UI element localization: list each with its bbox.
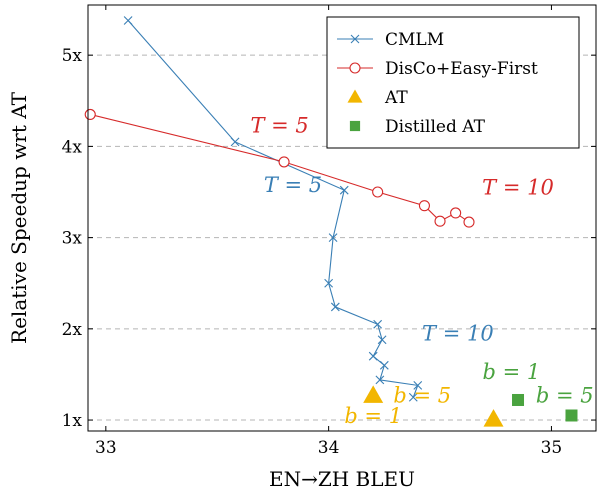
data-point: [324, 278, 334, 288]
data-point: [330, 302, 340, 312]
x-axis-label: EN→ZH BLEU: [269, 467, 415, 491]
marker-stroke: [413, 381, 423, 390]
legend-item: DisCo+Easy-First: [337, 59, 538, 79]
data-point: [463, 216, 475, 228]
data-point: [278, 156, 290, 168]
legend-marker: [347, 89, 363, 103]
marker-stroke: [408, 392, 418, 402]
annotation: b = 5: [536, 384, 594, 408]
annotation: T = 5: [264, 173, 322, 197]
marker-stroke: [123, 16, 133, 25]
data-point: [230, 137, 240, 147]
y-axis-label: Relative Speedup wrt AT: [7, 91, 31, 344]
data-point: [372, 186, 384, 198]
data-point: [84, 108, 96, 121]
data-point: [512, 393, 525, 406]
legend: CMLM DisCo+Easy-First AT Distilled AT: [326, 16, 580, 149]
legend-marker: [349, 62, 361, 74]
x-tick-label: 33: [95, 438, 117, 458]
marker-stroke: [375, 375, 385, 385]
x-ticks: 33 34 35: [95, 5, 562, 458]
data-point: [375, 375, 385, 385]
marker-stroke: [330, 302, 340, 312]
annotation: T = 5: [250, 114, 308, 138]
marker-stroke: [377, 335, 387, 345]
data-point: [483, 409, 504, 427]
marker-stroke: [350, 34, 360, 44]
data-point: [565, 409, 578, 422]
annotation: b = 5: [393, 384, 451, 408]
marker-stroke: [230, 137, 240, 147]
data-point: [379, 360, 389, 370]
data-point: [434, 215, 446, 227]
series-at: [363, 385, 504, 427]
legend-item: Distilled AT: [349, 117, 486, 137]
data-point: [413, 381, 423, 390]
plot-frame: [87, 4, 597, 432]
y-tick-label: 3x: [62, 229, 83, 249]
data-point: [373, 319, 383, 329]
data-point: [408, 392, 418, 402]
marker-stroke: [373, 319, 383, 329]
y-tick-label: 5x: [62, 46, 83, 66]
legend-label: DisCo+Easy-First: [385, 59, 538, 79]
legend-item: AT: [347, 88, 408, 108]
marker-stroke: [324, 278, 334, 288]
x-tick-label: 34: [318, 438, 340, 458]
x-tick-label: 35: [541, 438, 563, 458]
legend-marker: [349, 120, 361, 132]
data-point: [339, 185, 349, 195]
y-tick-label: 4x: [62, 137, 83, 157]
data-point: [328, 233, 338, 243]
series-distilled-at: [512, 393, 578, 422]
legend-marker: [350, 34, 360, 44]
marker-stroke: [368, 351, 378, 361]
annotation: T = 10: [422, 322, 494, 346]
marker-stroke: [328, 233, 338, 243]
marker-stroke: [339, 185, 349, 195]
legend-label: CMLM: [385, 30, 444, 50]
data-point: [123, 16, 133, 25]
series-cmlm: [123, 16, 423, 402]
legend-item: CMLM: [337, 30, 444, 50]
annotation: T = 10: [482, 176, 554, 200]
y-tick-label: 1x: [62, 411, 83, 431]
data-point: [450, 207, 462, 219]
annotation: b = 1: [482, 360, 540, 384]
y-tick-label: 2x: [62, 320, 83, 340]
annotation: b = 1: [344, 404, 402, 428]
legend-label: Distilled AT: [385, 117, 486, 137]
data-point: [363, 385, 384, 403]
data-point: [377, 335, 387, 345]
data-point: [368, 351, 378, 361]
legend-label: AT: [384, 88, 408, 108]
data-point: [418, 200, 430, 212]
marker-stroke: [379, 360, 389, 370]
series-layer: [84, 16, 578, 427]
y-ticks: 1x 2x 3x 4x 5x: [62, 46, 596, 431]
